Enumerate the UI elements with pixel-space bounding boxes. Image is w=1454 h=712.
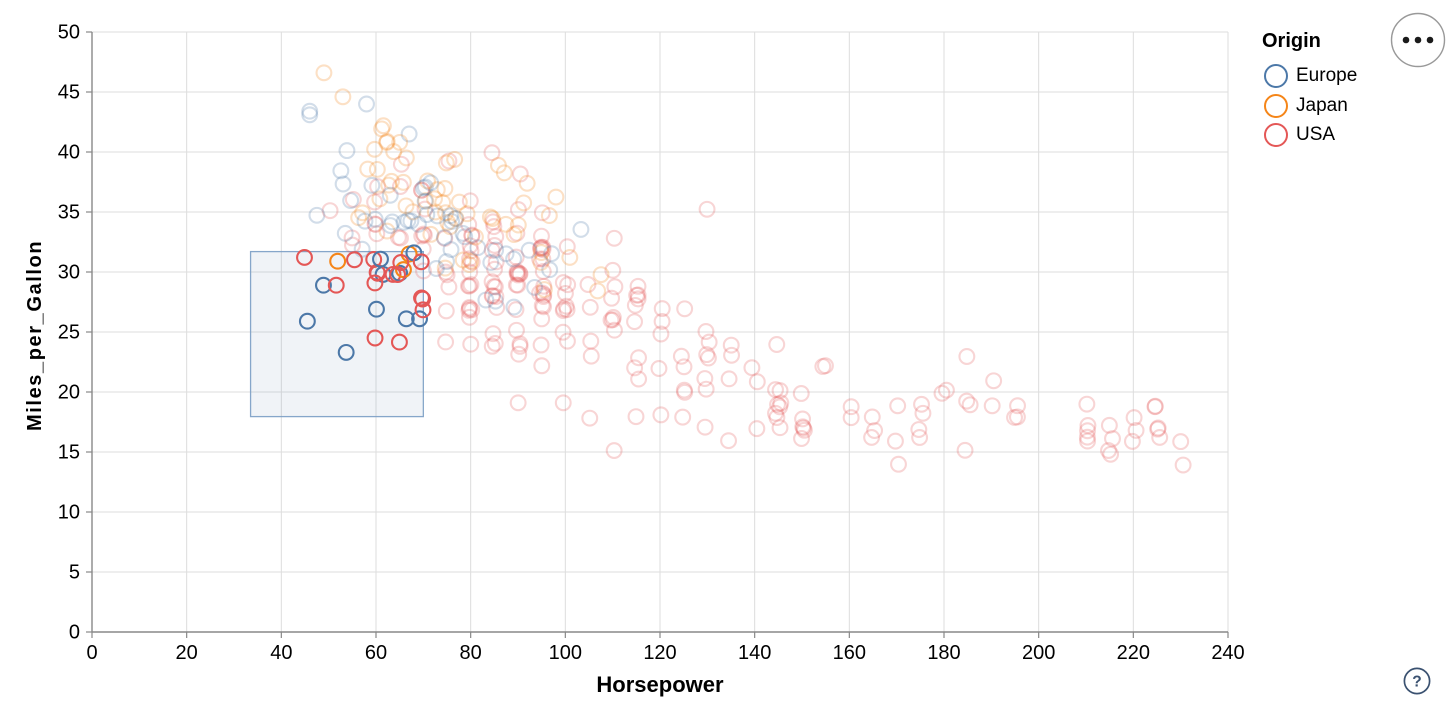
svg-text:35: 35: [58, 202, 80, 224]
svg-text:30: 30: [58, 262, 80, 284]
svg-text:40: 40: [270, 642, 292, 664]
svg-text:220: 220: [1117, 642, 1150, 664]
svg-text:0: 0: [69, 622, 80, 644]
svg-text:100: 100: [549, 642, 582, 664]
svg-text:80: 80: [460, 642, 482, 664]
svg-text:200: 200: [1022, 642, 1055, 664]
svg-text:25: 25: [58, 322, 80, 344]
svg-text:20: 20: [176, 642, 198, 664]
svg-text:140: 140: [738, 642, 771, 664]
svg-text:10: 10: [58, 502, 80, 524]
svg-text:120: 120: [643, 642, 676, 664]
svg-text:60: 60: [365, 642, 387, 664]
svg-text:40: 40: [58, 142, 80, 164]
svg-text:15: 15: [58, 442, 80, 464]
svg-text:180: 180: [927, 642, 960, 664]
svg-text:240: 240: [1211, 642, 1244, 664]
svg-text:0: 0: [86, 642, 97, 664]
svg-text:20: 20: [58, 382, 80, 404]
svg-text:160: 160: [833, 642, 866, 664]
svg-text:45: 45: [58, 82, 80, 104]
svg-text:?: ?: [1412, 673, 1421, 690]
svg-text:5: 5: [69, 562, 80, 584]
svg-text:50: 50: [58, 22, 80, 44]
